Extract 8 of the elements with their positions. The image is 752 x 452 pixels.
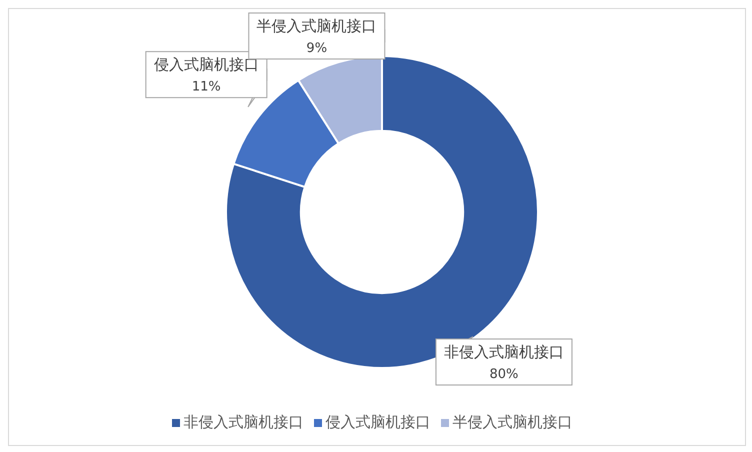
data-label: 11% <box>192 80 221 95</box>
legend-label: 半侵入式脑机接口 <box>452 413 572 431</box>
data-label: 80% <box>490 367 518 382</box>
slice-label: 半侵入式脑机接口 <box>256 17 377 35</box>
legend-label: 非侵入式脑机接口 <box>184 413 304 431</box>
legend-label: 侵入式脑机接口 <box>326 413 430 431</box>
slice-label: 非侵入式脑机接口 <box>444 343 564 361</box>
data-label: 9% <box>306 41 328 56</box>
